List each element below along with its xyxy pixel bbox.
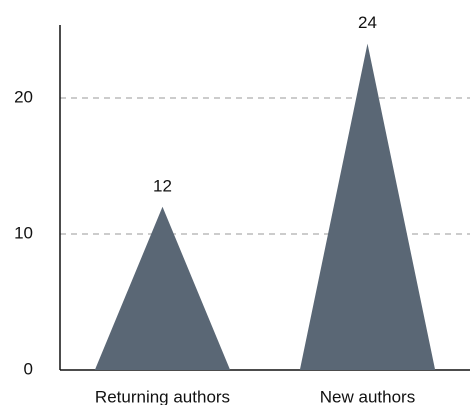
x-tick-label: New authors: [320, 387, 415, 405]
y-tick-label: 20: [14, 87, 33, 106]
bar: [94, 206, 231, 370]
y-tick-label: 10: [14, 223, 33, 242]
value-label: 24: [358, 13, 377, 32]
y-tick-label: 0: [24, 359, 33, 378]
bar: [299, 43, 436, 370]
value-label: 12: [153, 176, 172, 195]
x-tick-label: Returning authors: [95, 387, 230, 405]
